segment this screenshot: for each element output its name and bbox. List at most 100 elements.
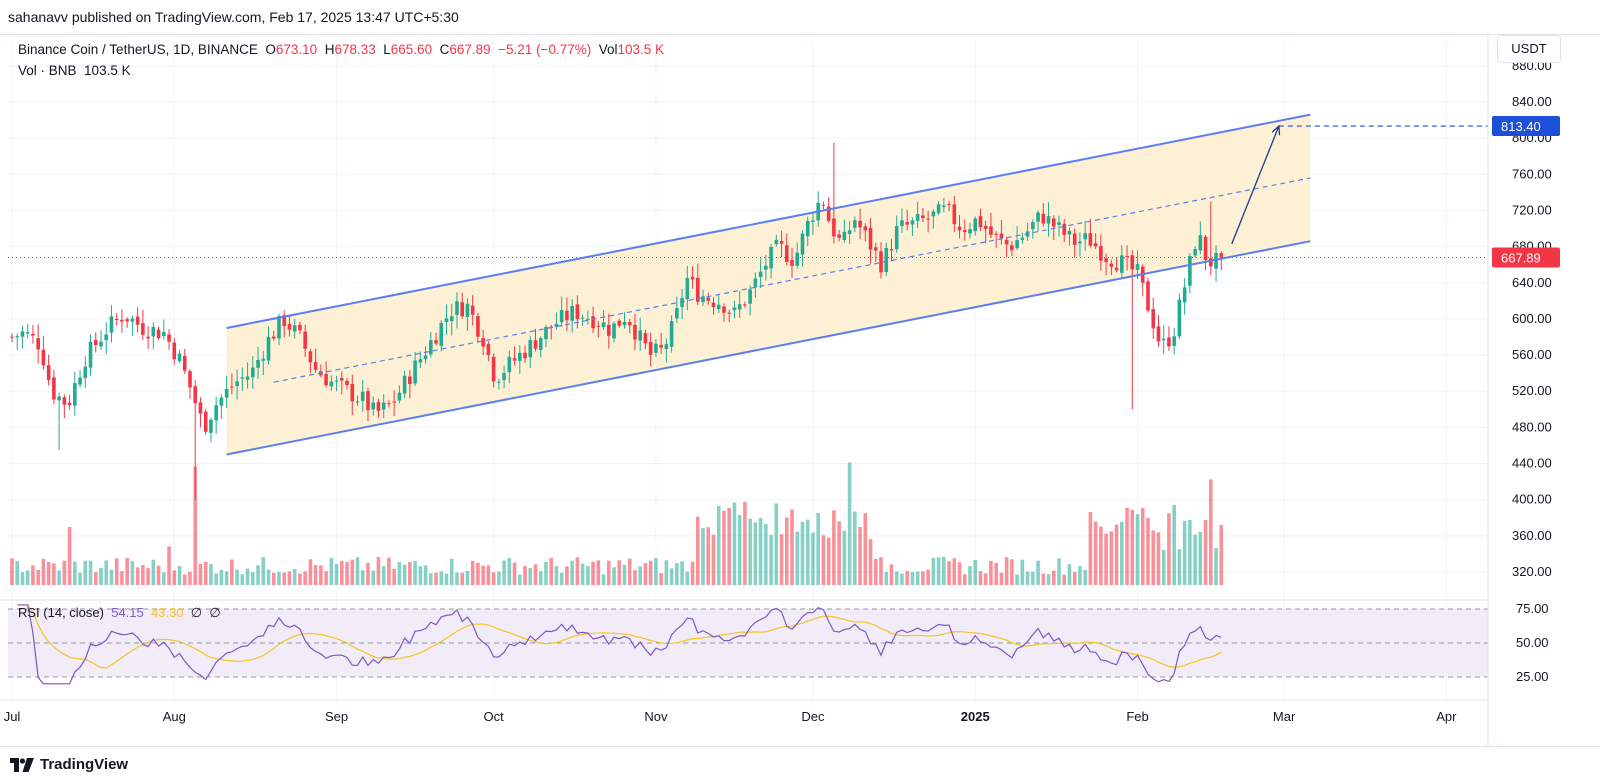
candle-body xyxy=(706,297,711,301)
candle-body xyxy=(15,336,20,338)
high-value: 678.33 xyxy=(334,42,376,57)
candle-body xyxy=(376,402,381,411)
currency-button[interactable]: USDT xyxy=(1497,35,1561,63)
rsi-indicator-label[interactable]: RSI (14, close) xyxy=(18,605,104,620)
rsi-ma-line xyxy=(17,604,1222,669)
candle-body xyxy=(764,265,768,270)
volume-bar xyxy=(36,569,40,585)
candle-body xyxy=(188,371,192,388)
candles xyxy=(10,142,1224,500)
volume-bar xyxy=(1193,534,1197,585)
volume-bar xyxy=(795,531,800,585)
volume-bar xyxy=(31,565,35,585)
candle-body xyxy=(397,392,402,401)
volume-bar xyxy=(821,535,826,585)
volume-bar xyxy=(182,574,187,585)
candle-body xyxy=(1203,236,1208,261)
candle-body xyxy=(1209,258,1213,267)
candle-body xyxy=(1214,253,1218,269)
candle-body xyxy=(528,340,533,358)
candle-body xyxy=(931,211,936,217)
candle-body xyxy=(282,315,287,327)
price-axis[interactable]: 880.00840.00800.00760.00720.00680.00640.… xyxy=(1487,35,1560,746)
volume-bar xyxy=(1203,520,1208,585)
volume-bar xyxy=(271,572,276,585)
volume-bar xyxy=(889,564,894,585)
candle-body xyxy=(235,381,239,387)
volume-bar xyxy=(716,505,721,585)
candle-body xyxy=(303,331,307,349)
candle-body xyxy=(1051,218,1056,227)
volume-bar xyxy=(120,571,124,585)
volume-bar xyxy=(711,534,716,585)
volume-bar xyxy=(1072,572,1077,585)
candle-body xyxy=(146,336,150,339)
candle-body xyxy=(737,304,742,310)
volume-bar xyxy=(266,569,271,585)
candle-body xyxy=(517,352,522,361)
candle-body xyxy=(936,204,941,214)
candle-body xyxy=(952,204,957,225)
time-tick-label: Dec xyxy=(801,709,825,724)
candle-body xyxy=(1182,287,1187,303)
volume-bar xyxy=(507,557,512,585)
volume-bar xyxy=(622,564,627,585)
candle-body xyxy=(565,310,569,321)
candle-body xyxy=(743,304,747,306)
symbol-name[interactable]: Binance Coin / TetherUS, 1D, BINANCE xyxy=(18,42,258,57)
volume-indicator-label[interactable]: Vol · BNB xyxy=(18,63,77,78)
tradingview-logo[interactable]: TradingView xyxy=(10,756,128,773)
volume-bar xyxy=(528,568,533,585)
candle-body xyxy=(10,336,14,338)
volume-bar xyxy=(1156,532,1161,585)
volume-bar xyxy=(256,565,260,585)
volume-bar xyxy=(1010,559,1014,585)
candle-body xyxy=(418,359,423,363)
candle-body xyxy=(78,377,82,385)
volume-bar xyxy=(1140,508,1145,585)
candle-body xyxy=(910,220,915,225)
volume-bar xyxy=(1036,560,1040,585)
volume-bar xyxy=(287,571,292,585)
candle-body xyxy=(769,246,773,269)
candle-body xyxy=(230,386,234,388)
price-tick-label: 320.00 xyxy=(1512,564,1552,579)
volume-bar xyxy=(460,572,465,585)
volume-bar xyxy=(617,560,622,585)
time-tick-label: Aug xyxy=(163,709,186,724)
volume-bar xyxy=(371,570,376,585)
volume-bar xyxy=(418,566,423,585)
volume-bar xyxy=(978,571,983,585)
rsi-tick-label: 75.00 xyxy=(1516,601,1549,616)
candle-body xyxy=(413,360,417,384)
volume-bar xyxy=(1209,479,1213,585)
candle-body xyxy=(1109,263,1114,267)
candle-body xyxy=(1072,233,1077,245)
candle-body xyxy=(957,226,962,231)
time-axis[interactable]: Jul Aug Sep Oct Nov Dec 2025 Feb Mar Apr xyxy=(0,699,1488,724)
volume-bar xyxy=(277,571,281,585)
candle-body xyxy=(167,334,171,342)
candle-body xyxy=(502,373,506,381)
volume-bar xyxy=(931,557,936,585)
volume-bar xyxy=(879,557,883,585)
candle-body xyxy=(863,226,868,231)
volume-bar xyxy=(1214,548,1218,585)
candle-body xyxy=(350,383,355,402)
volume-bar xyxy=(78,572,82,585)
volume-bar xyxy=(476,562,480,585)
volume-bar xyxy=(894,571,899,585)
volume-bar xyxy=(758,518,763,585)
volume-bar xyxy=(1172,504,1176,585)
candle-body xyxy=(1004,239,1009,245)
candle-body xyxy=(842,231,847,241)
candle-body xyxy=(654,343,658,353)
time-tick-label: Feb xyxy=(1126,709,1148,724)
volume-bar xyxy=(512,562,517,585)
volume-bar xyxy=(15,561,20,585)
open-value: 673.10 xyxy=(275,42,318,57)
candle-body xyxy=(1188,255,1192,286)
candle-body xyxy=(962,230,967,233)
volume-bar xyxy=(135,567,140,585)
